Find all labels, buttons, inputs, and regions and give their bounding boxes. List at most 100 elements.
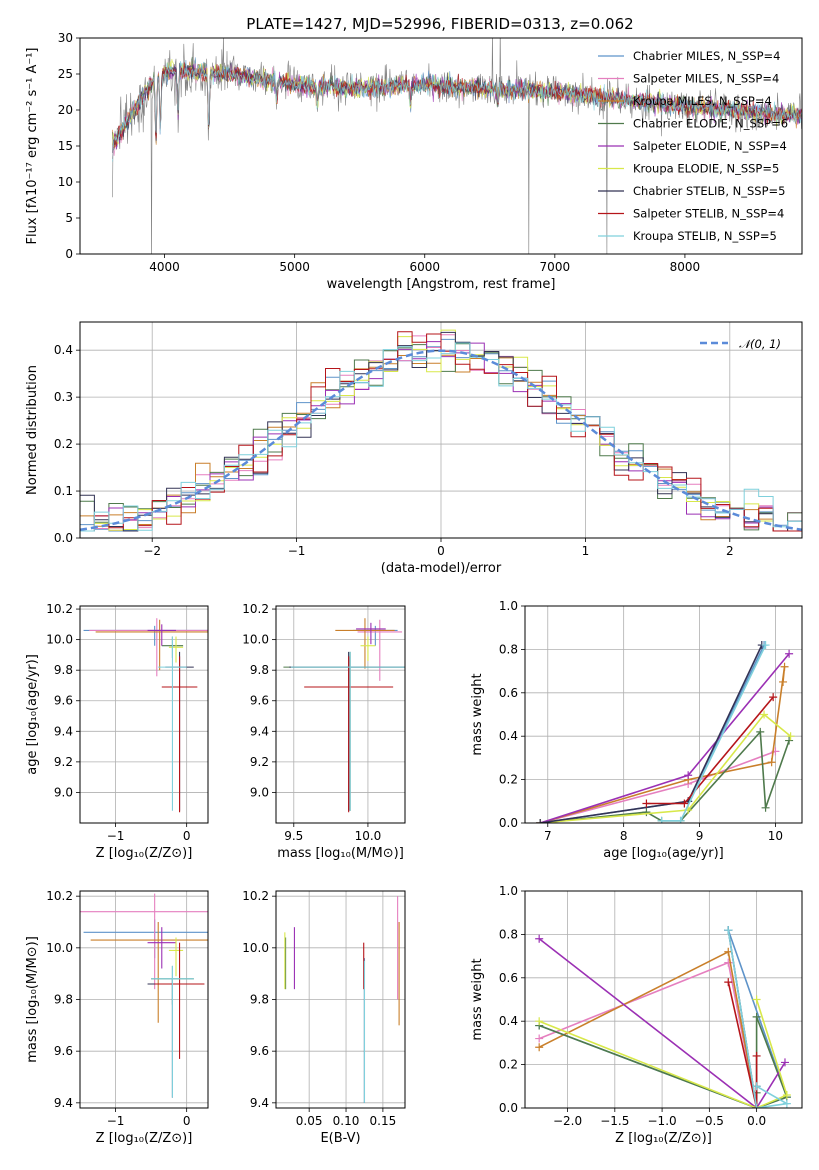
x-tick-label: 0 (183, 1114, 191, 1128)
x-axis-label: age [log₁₀(age/yr)] (603, 846, 724, 861)
age-vs-mass-panel: 9.5 10.0 9.0 9.2 9.4 9.6 9.8 10.0 10.2 mass [log₁… (242, 602, 406, 861)
y-tick-label: 9.0 (250, 785, 269, 799)
legend-entry: Chabrier ELODIE, N_SSP=6 (633, 117, 788, 131)
y-tick-label: 0.4 (499, 729, 518, 743)
x-tick-label: −1.5 (600, 1114, 629, 1128)
y-tick-label: 0.0 (499, 816, 518, 830)
x-tick-label: 9 (696, 829, 704, 843)
y-tick-label: 0.4 (499, 1014, 518, 1028)
weight-point-marker (785, 649, 794, 658)
y-tick-label: 0.3 (54, 390, 73, 404)
weight-point-marker (769, 693, 778, 702)
y-tick-label: 9.8 (250, 663, 269, 677)
weight-point-marker (785, 736, 794, 745)
axes-frame (275, 605, 406, 824)
weight-point-marker (536, 819, 545, 823)
weight-point-marker (780, 662, 789, 671)
x-tick-label: 7 (544, 829, 552, 843)
x-tick-label: 10.0 (355, 829, 382, 843)
x-tick-label: 0 (183, 829, 191, 843)
x-axis-label: (data-model)/error (381, 561, 502, 576)
y-tick-label: 9.0 (54, 785, 73, 799)
x-tick-label: 6000 (409, 260, 440, 274)
weight-series-line (538, 999, 788, 1108)
plot-area (283, 618, 405, 813)
x-axis-label: mass [log₁₀(M/M⊙)] (277, 846, 404, 861)
x-tick-label: −1.0 (648, 1114, 677, 1128)
residual-histogram-step (80, 342, 802, 532)
weight-series-line (538, 929, 788, 1108)
weight-point-marker (756, 727, 765, 736)
axes-frame (524, 605, 803, 824)
weight-point-marker (724, 978, 733, 987)
x-axis-label: Z [log₁₀(Z/Z⊙)] (96, 1131, 193, 1146)
x-tick-label: 0.10 (333, 1114, 360, 1128)
axes-frame (79, 890, 209, 1109)
x-tick-label: 8000 (670, 260, 701, 274)
x-axis-label: Z [log₁₀(Z/Z⊙)] (96, 846, 193, 861)
x-tick-label: 0.05 (296, 1114, 323, 1128)
y-tick-label: 0.2 (54, 437, 73, 451)
x-tick-label: −2 (143, 544, 161, 558)
y-tick-label: 0.6 (499, 971, 518, 985)
x-tick-label: 8 (620, 829, 628, 843)
y-axis-label: mass [log₁₀(M/M⊙)] (25, 936, 40, 1063)
y-tick-label: 10.0 (242, 941, 269, 955)
y-tick-label: 9.6 (250, 1044, 269, 1058)
mass-vs-metallicity-panel: −1 0 9.4 9.6 9.8 10.0 10.2 Z [log₁₀(Z/Z⊙)] mass … (25, 889, 209, 1146)
weight-point-marker (684, 771, 693, 780)
axes-frame (79, 37, 803, 255)
x-tick-label: 0.0 (747, 1114, 766, 1128)
x-tick-label: 9.5 (284, 829, 303, 843)
legend-entry: Kroupa ELODIE, N_SSP=5 (633, 162, 779, 176)
x-tick-label: −2.0 (553, 1114, 582, 1128)
weight-point-marker (724, 926, 733, 935)
y-tick-label: 10.2 (46, 602, 73, 616)
weight-point-marker (779, 677, 788, 686)
age-vs-metallicity-panel: −1 0 9.0 9.2 9.4 9.6 9.8 10.0 10.2 Z [log₁₀(Z/Z⊙)… (25, 602, 209, 861)
weight-point-marker (752, 1012, 761, 1021)
legend-entry: Salpeter MILES, N_SSP=4 (633, 72, 779, 86)
weight-series-line (540, 644, 763, 823)
weight-series-line (540, 644, 765, 823)
x-tick-label: 2 (726, 544, 734, 558)
y-tick-label: 9.6 (54, 694, 73, 708)
weight-point-marker (535, 1043, 544, 1052)
legend-entry: Salpeter ELODIE, N_SSP=4 (633, 139, 787, 153)
legend-entry: Chabrier STELIB, N_SSP=5 (633, 184, 785, 198)
y-tick-label: 0.2 (499, 773, 518, 787)
plot-area (80, 329, 802, 532)
residuals-panel: −2 −1 0 1 2 0.0 0.1 0.2 0.3 0.4 (data-model)/error… (25, 321, 803, 576)
x-axis-label: wavelength [Angstrom, rest frame] (327, 277, 556, 292)
x-tick-label: 0.15 (370, 1114, 397, 1128)
spectrum-panel: 4000 5000 6000 7000 8000 0 5 10 15 20 25 30 waveleng… (25, 31, 803, 292)
plot-area (80, 893, 208, 1098)
weight-series-line (540, 729, 790, 823)
weight-point-marker (752, 995, 761, 1004)
y-tick-label: 0.4 (54, 343, 73, 357)
weight-point-marker (535, 1034, 544, 1043)
y-tick-label: 25 (58, 67, 73, 81)
weight-series-line (538, 961, 758, 1108)
weight-point-marker (642, 808, 651, 817)
y-tick-label: 15 (58, 139, 73, 153)
plot-area (535, 926, 791, 1108)
legend-entry: Salpeter STELIB, N_SSP=4 (633, 207, 784, 221)
normal-distribution-curve (80, 349, 802, 532)
y-tick-label: 0.6 (499, 686, 518, 700)
x-tick-label: −0.5 (695, 1114, 724, 1128)
y-tick-label: 10 (58, 175, 73, 189)
y-tick-label: 0.8 (499, 927, 518, 941)
y-tick-label: 10.2 (242, 889, 269, 903)
legend-entry: Chabrier MILES, N_SSP=4 (633, 49, 780, 63)
x-tick-label: −1 (288, 544, 306, 558)
weight-point-marker (761, 641, 770, 650)
y-tick-label: 9.6 (54, 1044, 73, 1058)
y-tick-label: 10.0 (46, 633, 73, 647)
y-tick-label: 10.2 (46, 889, 73, 903)
weight-series-line (538, 938, 786, 1108)
y-tick-label: 30 (58, 31, 73, 45)
y-tick-label: 9.8 (250, 993, 269, 1007)
y-tick-label: 0.0 (499, 1101, 518, 1115)
